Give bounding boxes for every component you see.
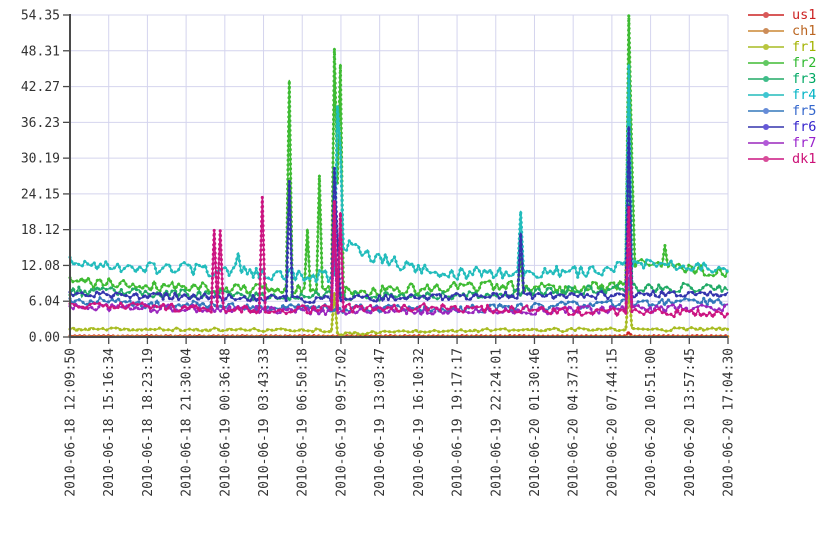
x-tick-label: 2010-06-19 03:43:33 bbox=[257, 348, 272, 497]
legend-item-fr3: fr3 bbox=[748, 71, 816, 87]
legend-line-sample bbox=[748, 12, 784, 18]
y-tick-label: 0.00 bbox=[29, 331, 60, 346]
x-tick-label: 2010-06-18 12:09:50 bbox=[64, 348, 79, 497]
legend-item-fr1: fr1 bbox=[748, 39, 816, 55]
legend-marker-dot bbox=[763, 92, 769, 98]
legend: us1 ch1 fr1 fr2 fr3 fr4 fr5 fr6 fr7 dk1 bbox=[748, 7, 816, 167]
series-markers-fr3 bbox=[68, 159, 730, 305]
x-tick-label: 2010-06-19 16:10:32 bbox=[412, 348, 427, 497]
x-tick-label: 2010-06-20 01:30:46 bbox=[528, 348, 543, 497]
x-tick-label: 2010-06-20 17:04:30 bbox=[722, 348, 737, 497]
x-tick-label: 2010-06-20 07:44:15 bbox=[605, 348, 620, 497]
legend-item-fr5: fr5 bbox=[748, 103, 816, 119]
x-tick-label: 2010-06-20 04:37:31 bbox=[567, 348, 582, 497]
y-tick-label: 30.19 bbox=[21, 152, 60, 167]
legend-label: fr7 bbox=[792, 135, 817, 151]
legend-marker-dot bbox=[763, 140, 769, 146]
legend-label: fr2 bbox=[792, 55, 817, 71]
legend-item-fr4: fr4 bbox=[748, 87, 816, 103]
legend-label: dk1 bbox=[792, 151, 817, 167]
legend-line-sample bbox=[748, 140, 784, 146]
x-tick-label: 2010-06-19 06:50:18 bbox=[296, 348, 311, 497]
x-tick-label: 2010-06-18 18:23:19 bbox=[141, 348, 156, 497]
legend-marker-dot bbox=[763, 108, 769, 114]
legend-marker-dot bbox=[763, 28, 769, 34]
legend-item-fr7: fr7 bbox=[748, 135, 816, 151]
legend-marker-dot bbox=[763, 12, 769, 18]
series-markers-fr4 bbox=[68, 64, 730, 288]
series-markers-dk1 bbox=[68, 197, 730, 321]
legend-marker-dot bbox=[763, 124, 769, 130]
x-tick-label: 2010-06-19 09:57:02 bbox=[334, 348, 349, 497]
x-tick-label: 2010-06-20 13:57:45 bbox=[683, 348, 698, 497]
legend-item-us1: us1 bbox=[748, 7, 816, 23]
legend-item-dk1: dk1 bbox=[748, 151, 816, 167]
legend-marker-dot bbox=[763, 76, 769, 82]
x-tick-label: 2010-06-20 10:51:00 bbox=[644, 348, 659, 497]
legend-label: us1 bbox=[792, 7, 817, 23]
legend-line-sample bbox=[748, 92, 784, 98]
y-tick-label: 36.23 bbox=[21, 116, 60, 131]
y-tick-label: 6.04 bbox=[29, 295, 60, 310]
legend-label: fr3 bbox=[792, 71, 817, 87]
legend-label: fr5 bbox=[792, 103, 817, 119]
legend-label: fr6 bbox=[792, 119, 817, 135]
legend-item-fr6: fr6 bbox=[748, 119, 816, 135]
y-tick-label: 12.08 bbox=[21, 259, 60, 274]
x-tick-label: 2010-06-19 19:17:17 bbox=[451, 348, 466, 497]
legend-marker-dot bbox=[763, 156, 769, 162]
legend-line-sample bbox=[748, 44, 784, 50]
legend-marker-dot bbox=[763, 60, 769, 66]
y-tick-label: 42.27 bbox=[21, 80, 60, 95]
x-tick-label: 2010-06-19 13:03:47 bbox=[373, 348, 388, 497]
legend-marker-dot bbox=[763, 44, 769, 50]
x-tick-label: 2010-06-18 15:16:34 bbox=[102, 348, 117, 497]
legend-line-sample bbox=[748, 28, 784, 34]
legend-item-ch1: ch1 bbox=[748, 23, 816, 39]
x-tick-label: 2010-06-18 21:30:04 bbox=[180, 348, 195, 497]
legend-line-sample bbox=[748, 60, 784, 66]
legend-line-sample bbox=[748, 156, 784, 162]
series-markers-fr5 bbox=[68, 277, 730, 317]
legend-item-fr2: fr2 bbox=[748, 55, 816, 71]
x-tick-label: 2010-06-19 00:36:48 bbox=[218, 348, 233, 497]
y-tick-label: 24.15 bbox=[21, 187, 60, 202]
legend-label: ch1 bbox=[792, 23, 817, 39]
legend-label: fr1 bbox=[792, 39, 817, 55]
legend-line-sample bbox=[748, 124, 784, 130]
series-markers-fr1 bbox=[68, 287, 730, 337]
x-tick-label: 2010-06-19 22:24:01 bbox=[489, 348, 504, 497]
y-tick-label: 18.12 bbox=[21, 223, 60, 238]
y-tick-label: 48.31 bbox=[21, 44, 60, 59]
legend-line-sample bbox=[748, 108, 784, 114]
legend-label: fr4 bbox=[792, 87, 817, 103]
series-markers-fr6 bbox=[68, 126, 730, 306]
y-tick-label: 54.35 bbox=[21, 9, 60, 24]
series-markers-fr2 bbox=[68, 14, 730, 300]
legend-line-sample bbox=[748, 76, 784, 82]
